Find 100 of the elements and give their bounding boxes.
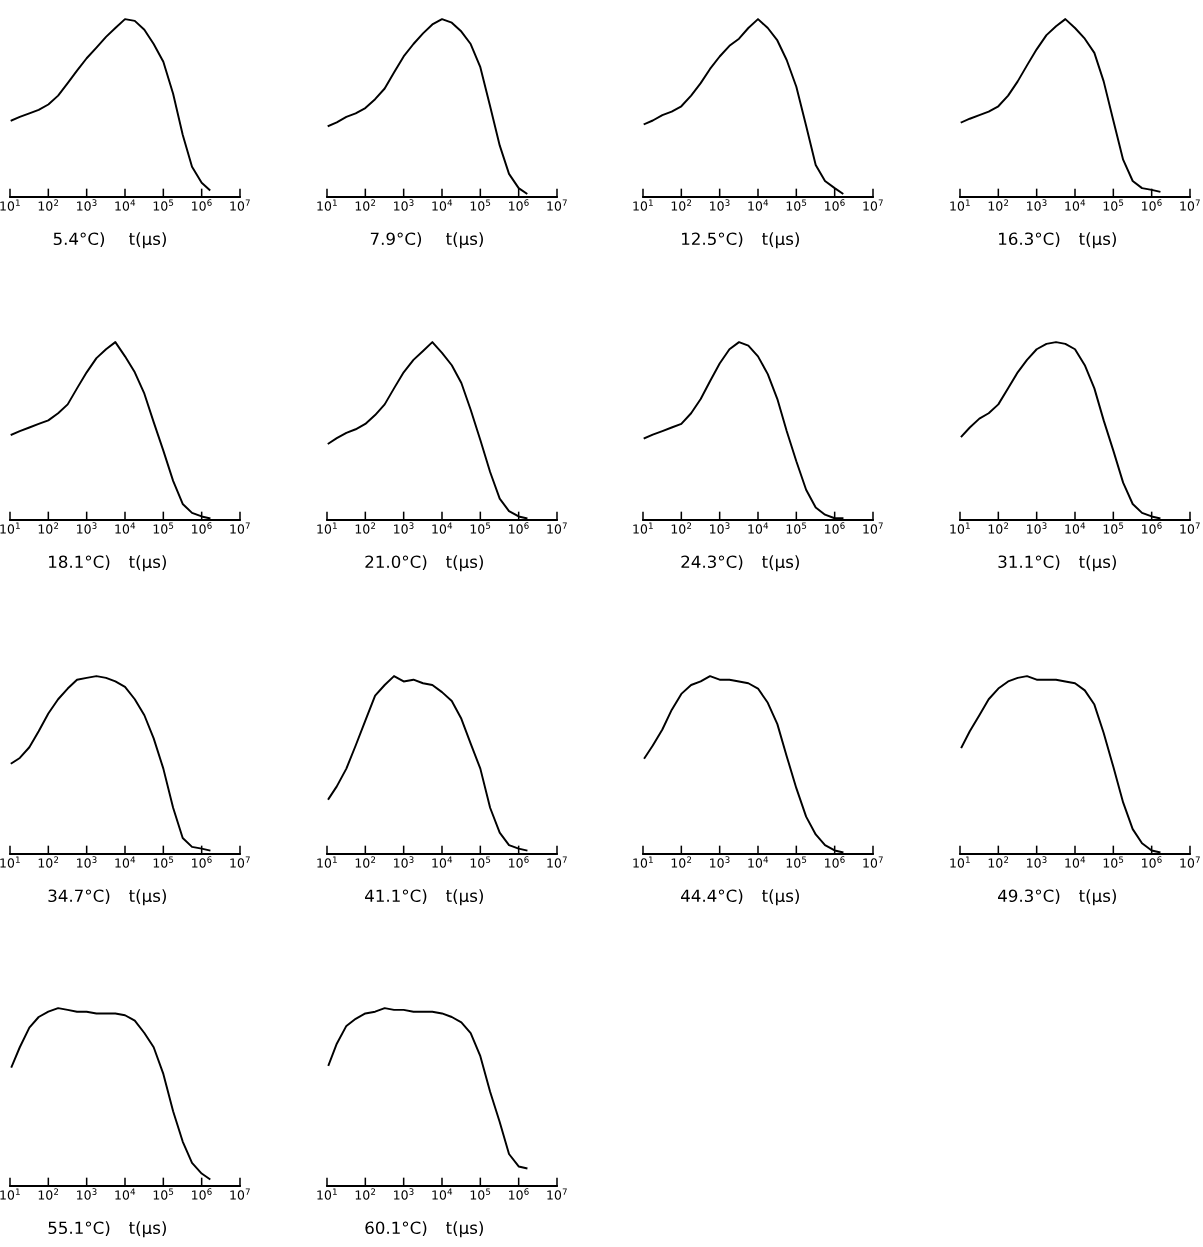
x-tick-label: 10$^{4}$ bbox=[432, 1188, 453, 1200]
x-tick-label: 10$^{7}$ bbox=[1180, 522, 1200, 534]
text: 41.1°C) bbox=[365, 889, 427, 905]
x-tick-label: 10$^{4}$ bbox=[115, 1188, 136, 1200]
x-tick-label: 10$^{3}$ bbox=[394, 199, 414, 211]
x-tick-label: 10$^{5}$ bbox=[153, 856, 174, 868]
x-tick-label: 10$^{5}$ bbox=[470, 856, 491, 868]
x-tick-label: 10$^{7}$ bbox=[547, 199, 567, 211]
x-tick-label: 10$^{2}$ bbox=[671, 199, 692, 211]
x-axis-title: t(μs) bbox=[129, 555, 166, 572]
x-tick-label: 10$^{3}$ bbox=[77, 522, 97, 534]
x-tick-label: 10$^{3}$ bbox=[1027, 199, 1047, 211]
x-tick-label: 10$^{4}$ bbox=[115, 856, 136, 868]
x-tick-label: 10$^{7}$ bbox=[547, 1188, 567, 1200]
x-tick-label: 10$^{7}$ bbox=[547, 522, 567, 534]
x-tick-label: 10$^{2}$ bbox=[38, 199, 59, 211]
x-tick-label: 10$^{5}$ bbox=[470, 1188, 491, 1200]
x-tick-label: 10$^{2}$ bbox=[355, 199, 376, 211]
text: 16.3°C) bbox=[999, 232, 1060, 248]
x-tick-label: 10$^{5}$ bbox=[153, 199, 174, 211]
x-tick-label: 10$^{2}$ bbox=[355, 856, 376, 868]
x-tick-label: 10$^{6}$ bbox=[192, 856, 212, 868]
x-tick-label: 10$^{6}$ bbox=[825, 199, 845, 211]
x-tick-label: 10$^{7}$ bbox=[230, 856, 250, 868]
text: 24.3°C) bbox=[681, 555, 743, 571]
x-tick-label: 10$^{1}$ bbox=[317, 856, 337, 868]
x-tick-label: 10$^{6}$ bbox=[1142, 856, 1162, 868]
x-tick-label: 10$^{7}$ bbox=[230, 199, 250, 211]
x-tick-label: 10$^{6}$ bbox=[509, 522, 529, 534]
text: 31.1°C) bbox=[998, 555, 1060, 571]
x-tick-label: 10$^{6}$ bbox=[192, 522, 212, 534]
x-tick-label: 10$^{4}$ bbox=[432, 856, 453, 868]
x-tick-label: 10$^{2}$ bbox=[988, 199, 1009, 211]
x-tick-label: 10$^{6}$ bbox=[509, 856, 529, 868]
text: 21.0°C) bbox=[365, 555, 427, 571]
x-tick-label: 10$^{7}$ bbox=[863, 199, 883, 211]
x-axis-title: t(μs) bbox=[762, 232, 799, 249]
x-axis-title: t(μs) bbox=[762, 555, 799, 572]
x-tick-label: 10$^{1}$ bbox=[633, 856, 653, 868]
x-tick-label: 10$^{1}$ bbox=[0, 199, 20, 211]
x-tick-label: 10$^{7}$ bbox=[863, 856, 883, 868]
x-tick-label: 10$^{4}$ bbox=[1065, 199, 1086, 211]
x-axis-title: t(μs) bbox=[129, 1221, 166, 1238]
x-axis-title: t(μs) bbox=[1079, 232, 1116, 249]
x-axis-title: t(μs) bbox=[446, 232, 483, 249]
x-tick-label: 10$^{2}$ bbox=[988, 856, 1009, 868]
x-tick-label: 10$^{2}$ bbox=[988, 522, 1009, 534]
x-tick-label: 10$^{1}$ bbox=[950, 199, 970, 211]
text: 18.1°C) bbox=[49, 555, 110, 571]
text: 7.9°C) bbox=[370, 232, 422, 248]
x-tick-label: 10$^{3}$ bbox=[710, 199, 730, 211]
text: 60.1°C) bbox=[365, 1221, 427, 1237]
text: 55.1°C) bbox=[48, 1221, 110, 1237]
x-axis-title: t(μs) bbox=[762, 889, 799, 906]
x-tick-label: 10$^{3}$ bbox=[710, 856, 730, 868]
x-axis-title: t(μs) bbox=[446, 1221, 483, 1238]
x-tick-label: 10$^{1}$ bbox=[317, 1188, 337, 1200]
x-tick-label: 10$^{4}$ bbox=[432, 199, 453, 211]
x-tick-label: 10$^{4}$ bbox=[748, 856, 769, 868]
x-tick-label: 10$^{4}$ bbox=[115, 199, 136, 211]
x-tick-label: 10$^{7}$ bbox=[547, 856, 567, 868]
x-tick-label: 10$^{1}$ bbox=[317, 199, 337, 211]
x-tick-label: 10$^{2}$ bbox=[355, 522, 376, 534]
x-axis-title: t(μs) bbox=[129, 232, 166, 249]
x-tick-label: 10$^{1}$ bbox=[633, 199, 653, 211]
x-tick-label: 10$^{3}$ bbox=[77, 856, 97, 868]
x-axis-title: t(μs) bbox=[446, 555, 483, 572]
x-tick-label: 10$^{6}$ bbox=[1142, 199, 1162, 211]
x-tick-label: 10$^{4}$ bbox=[1065, 856, 1086, 868]
x-tick-label: 10$^{7}$ bbox=[863, 522, 883, 534]
x-tick-label: 10$^{5}$ bbox=[786, 199, 807, 211]
x-tick-label: 10$^{6}$ bbox=[509, 1188, 529, 1200]
x-axis-title: t(μs) bbox=[1079, 889, 1116, 906]
x-tick-label: 10$^{5}$ bbox=[470, 199, 491, 211]
x-tick-label: 10$^{4}$ bbox=[1065, 522, 1086, 534]
x-tick-label: 10$^{3}$ bbox=[394, 856, 414, 868]
x-tick-label: 10$^{7}$ bbox=[1180, 199, 1200, 211]
x-axis-title: t(μs) bbox=[129, 889, 166, 906]
x-tick-label: 10$^{2}$ bbox=[38, 522, 59, 534]
x-tick-label: 10$^{4}$ bbox=[115, 522, 136, 534]
text: 49.3°C) bbox=[998, 889, 1060, 905]
x-axis-title: t(μs) bbox=[446, 889, 483, 906]
x-tick-label: 10$^{4}$ bbox=[748, 522, 769, 534]
x-tick-label: 10$^{6}$ bbox=[825, 522, 845, 534]
x-tick-label: 10$^{2}$ bbox=[38, 856, 59, 868]
x-tick-label: 10$^{1}$ bbox=[0, 1188, 20, 1200]
x-tick-label: 10$^{6}$ bbox=[1142, 522, 1162, 534]
x-tick-label: 10$^{1}$ bbox=[633, 522, 653, 534]
x-tick-label: 10$^{3}$ bbox=[394, 522, 414, 534]
x-tick-label: 10$^{2}$ bbox=[355, 1188, 376, 1200]
x-tick-label: 10$^{5}$ bbox=[786, 522, 807, 534]
x-tick-label: 10$^{5}$ bbox=[786, 856, 807, 868]
x-tick-label: 10$^{1}$ bbox=[0, 522, 20, 534]
x-tick-label: 10$^{3}$ bbox=[77, 199, 97, 211]
x-tick-label: 10$^{6}$ bbox=[192, 199, 212, 211]
text: 44.4°C) bbox=[681, 889, 743, 905]
x-tick-label: 10$^{2}$ bbox=[671, 856, 692, 868]
x-tick-label: 10$^{6}$ bbox=[825, 856, 845, 868]
text: 5.4°C) bbox=[53, 232, 105, 248]
x-tick-label: 10$^{3}$ bbox=[710, 522, 730, 534]
